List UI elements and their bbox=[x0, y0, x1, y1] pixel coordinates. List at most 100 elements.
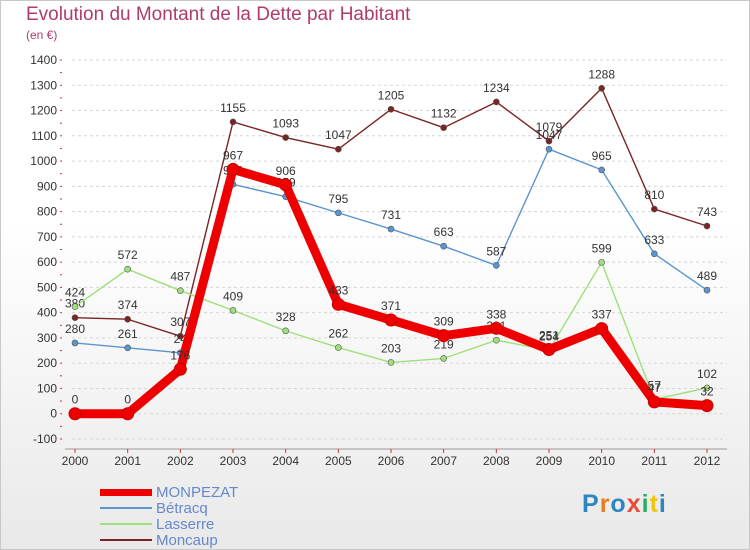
data-point-monpezat bbox=[68, 407, 82, 421]
data-point-moncaup bbox=[493, 98, 500, 106]
y-tick-label: -100 bbox=[33, 432, 57, 446]
data-point-lasserre bbox=[124, 265, 131, 273]
data-label-lasserre: 57 bbox=[648, 378, 662, 392]
y-tick-label: 0 bbox=[50, 407, 57, 421]
data-label-lasserre: 572 bbox=[118, 248, 138, 262]
data-point-betracq bbox=[124, 344, 131, 352]
y-tick-label: 400 bbox=[37, 306, 57, 320]
x-tick-label: 2005 bbox=[325, 454, 352, 468]
data-point-moncaup bbox=[545, 137, 553, 145]
data-label-lasserre: 409 bbox=[223, 289, 243, 303]
data-point-lasserre bbox=[229, 307, 237, 314]
data-label-moncaup: 1205 bbox=[378, 88, 405, 102]
legend-label-moncaup: Moncaup bbox=[156, 531, 218, 549]
data-point-lasserre bbox=[598, 259, 605, 266]
data-label-betracq: 663 bbox=[434, 225, 454, 239]
data-point-moncaup bbox=[387, 105, 395, 113]
x-tick-label: 2007 bbox=[430, 454, 457, 468]
y-tick-label: 500 bbox=[37, 280, 57, 294]
data-label-lasserre: 219 bbox=[434, 337, 454, 351]
data-point-monpezat bbox=[700, 399, 714, 413]
legend-swatch-betracq bbox=[100, 507, 152, 509]
data-point-monpezat bbox=[542, 343, 556, 357]
data-point-monpezat bbox=[647, 395, 661, 409]
data-point-moncaup bbox=[703, 222, 711, 230]
data-point-monpezat bbox=[173, 362, 187, 376]
data-label-betracq: 731 bbox=[381, 208, 401, 222]
data-label-monpezat: 251 bbox=[539, 329, 559, 343]
y-tick-label: 700 bbox=[37, 230, 57, 244]
proxiti-logo: Proxiti bbox=[582, 490, 667, 519]
logo-letter: x bbox=[626, 490, 642, 518]
logo-letter: P bbox=[582, 490, 600, 518]
data-label-moncaup: 374 bbox=[118, 298, 138, 312]
x-tick-label: 2009 bbox=[536, 454, 563, 468]
legend-item-lasserre: Lasserre bbox=[100, 515, 238, 533]
data-label-betracq: 280 bbox=[65, 322, 85, 336]
data-label-monpezat: 371 bbox=[381, 299, 401, 313]
data-point-moncaup bbox=[335, 145, 342, 153]
data-point-lasserre bbox=[440, 355, 447, 362]
data-point-lasserre bbox=[282, 327, 289, 335]
data-point-monpezat bbox=[121, 407, 135, 421]
logo-letter: i bbox=[658, 490, 667, 518]
legend-label-monpezat: MONPEZAT bbox=[156, 483, 239, 501]
data-label-monpezat: 0 bbox=[72, 393, 79, 407]
legend-label-lasserre: Lasserre bbox=[156, 515, 215, 533]
data-point-moncaup bbox=[71, 314, 79, 322]
data-point-betracq bbox=[71, 339, 79, 347]
y-tick-label: 800 bbox=[37, 205, 57, 219]
data-label-betracq: 633 bbox=[644, 233, 664, 247]
data-label-lasserre: 254 bbox=[539, 329, 559, 343]
data-label-betracq: 261 bbox=[118, 327, 138, 341]
legend-swatch-moncaup bbox=[100, 539, 152, 541]
data-point-lasserre bbox=[335, 344, 342, 351]
y-tick-label: 600 bbox=[37, 255, 57, 269]
data-point-betracq bbox=[703, 286, 711, 294]
data-point-lasserre bbox=[703, 384, 711, 392]
data-label-monpezat: 0 bbox=[124, 393, 131, 407]
x-tick-label: 2001 bbox=[114, 454, 141, 468]
data-point-lasserre bbox=[387, 359, 395, 366]
logo-letter: i bbox=[641, 490, 650, 518]
data-label-monpezat: 433 bbox=[328, 283, 348, 297]
data-label-lasserre: 328 bbox=[276, 310, 296, 324]
data-label-moncaup: 1079 bbox=[536, 120, 563, 134]
legend: MONPEZAT Bétracq Lasserre Moncaup bbox=[100, 483, 239, 549]
data-label-moncaup: 810 bbox=[644, 188, 664, 202]
legend-item-moncaup: Moncaup bbox=[100, 531, 238, 549]
data-point-monpezat bbox=[384, 313, 398, 327]
data-label-monpezat: 47 bbox=[648, 381, 662, 395]
data-label-lasserre: 203 bbox=[381, 341, 401, 355]
x-tick-label: 2011 bbox=[641, 454, 667, 468]
chart-subtitle: (en €) bbox=[26, 28, 58, 42]
data-label-monpezat: 309 bbox=[434, 315, 454, 329]
data-label-lasserre: 424 bbox=[65, 286, 85, 300]
chart-title: Evolution du Montant de la Dette par Hab… bbox=[26, 4, 411, 25]
data-point-moncaup bbox=[124, 315, 131, 323]
x-tick-label: 2012 bbox=[694, 454, 721, 468]
y-tick-label: 300 bbox=[37, 331, 57, 345]
data-label-moncaup: 1234 bbox=[483, 81, 510, 95]
data-point-monpezat bbox=[489, 321, 503, 335]
legend-swatch-monpezat bbox=[100, 488, 152, 496]
y-tick-label: 1300 bbox=[30, 78, 57, 92]
data-label-moncaup: 1132 bbox=[431, 107, 457, 121]
data-point-betracq bbox=[440, 242, 447, 250]
data-point-lasserre bbox=[493, 336, 500, 344]
logo-letter: t bbox=[649, 490, 659, 518]
data-point-monpezat bbox=[226, 162, 240, 176]
x-tick-label: 2006 bbox=[378, 454, 405, 468]
y-tick-label: 1000 bbox=[30, 154, 57, 168]
x-tick-label: 2008 bbox=[483, 454, 510, 468]
data-point-moncaup bbox=[440, 124, 447, 132]
data-label-lasserre: 262 bbox=[328, 327, 348, 341]
y-tick-label: 1100 bbox=[31, 129, 57, 143]
data-label-betracq: 1047 bbox=[536, 128, 563, 142]
data-point-moncaup bbox=[177, 332, 184, 340]
data-label-moncaup: 743 bbox=[697, 205, 717, 219]
data-point-lasserre bbox=[71, 303, 79, 310]
data-label-lasserre: 599 bbox=[592, 241, 612, 255]
data-point-betracq bbox=[598, 166, 605, 174]
